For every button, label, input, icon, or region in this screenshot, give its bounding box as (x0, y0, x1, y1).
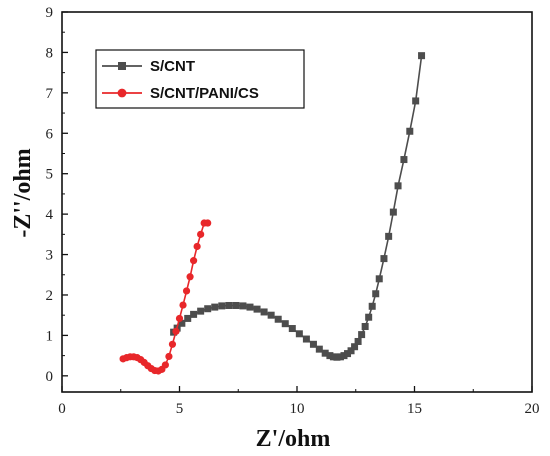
data-point (267, 311, 275, 319)
data-point (260, 308, 268, 316)
data-point (182, 287, 191, 295)
tick-labels: 0 5 10 15 20 0 1 2 3 4 5 6 7 8 9 (46, 5, 540, 417)
data-point (394, 182, 402, 190)
data-point (333, 353, 341, 361)
data-point (193, 242, 201, 251)
data-point (281, 320, 289, 328)
data-point (204, 219, 212, 227)
data-point (288, 325, 296, 333)
data-point (375, 275, 383, 283)
data-point (179, 301, 187, 309)
data-point (354, 337, 362, 345)
series-scnt-pani-cs (119, 219, 212, 375)
data-point (184, 314, 192, 322)
data-point (315, 345, 323, 353)
legend-label: S/CNT (150, 58, 195, 75)
y-axis-title: -Z''/ohm (10, 148, 36, 237)
data-point (340, 352, 348, 360)
data-point (358, 331, 366, 339)
data-point (239, 302, 247, 310)
data-point (246, 303, 254, 311)
data-point (204, 305, 212, 313)
data-point (165, 352, 173, 361)
data-point (347, 347, 355, 355)
data-point (336, 353, 344, 361)
series-scnt (170, 52, 426, 361)
data-point (372, 290, 380, 298)
data-point (365, 313, 373, 321)
x-axis-title: Z'/ohm (256, 426, 331, 452)
data-point (412, 97, 420, 105)
series-layer (119, 52, 426, 375)
data-point (190, 310, 198, 318)
y-tick-label: 8 (46, 45, 54, 61)
data-point (175, 314, 184, 323)
y-tick-label: 5 (46, 167, 54, 183)
legend-box (95, 49, 305, 109)
data-point (309, 340, 317, 348)
data-point (274, 315, 282, 323)
x-tick-label: 15 (407, 401, 422, 417)
y-tick-label: 2 (46, 288, 54, 304)
legend-marker (118, 62, 126, 70)
data-point (190, 257, 198, 265)
data-point (385, 232, 393, 240)
data-point (197, 230, 205, 238)
x-tick-label: 0 (58, 401, 66, 417)
data-point (344, 350, 352, 358)
data-point (361, 323, 369, 331)
y-tick-label: 4 (46, 207, 54, 223)
data-point (253, 305, 261, 313)
y-tick-label: 1 (46, 328, 54, 344)
legend-label: S/CNT/PANI/CS (150, 85, 259, 102)
legend-marker (117, 88, 127, 98)
data-point (302, 335, 310, 343)
data-point (351, 343, 359, 351)
data-point (168, 340, 177, 348)
data-point (218, 302, 226, 310)
data-point (380, 255, 388, 263)
data-point (295, 330, 303, 338)
data-point (418, 52, 426, 60)
data-point (400, 156, 408, 164)
data-point (329, 353, 337, 361)
y-tick-label: 3 (46, 248, 54, 264)
y-tick-label: 7 (46, 86, 54, 102)
data-point (197, 307, 205, 315)
data-point (389, 208, 397, 216)
data-point (161, 361, 169, 369)
data-point (172, 327, 180, 335)
data-point (326, 352, 334, 360)
y-tick-label: 6 (46, 126, 54, 142)
data-point (232, 301, 240, 309)
x-tick-label: 10 (290, 401, 305, 417)
data-point (321, 349, 329, 357)
x-tick-label: 5 (176, 401, 184, 417)
y-tick-label: 0 (46, 369, 54, 385)
data-point (406, 127, 414, 135)
y-tick-label: 9 (46, 5, 54, 21)
data-point (186, 273, 194, 281)
x-tick-label: 20 (525, 401, 540, 417)
axis-ticks (61, 11, 533, 392)
data-point (225, 301, 233, 309)
data-point (211, 303, 219, 311)
data-point (368, 302, 376, 310)
data-point (178, 319, 186, 327)
legend: S/CNT S/CNT/PANI/CS (95, 49, 305, 109)
